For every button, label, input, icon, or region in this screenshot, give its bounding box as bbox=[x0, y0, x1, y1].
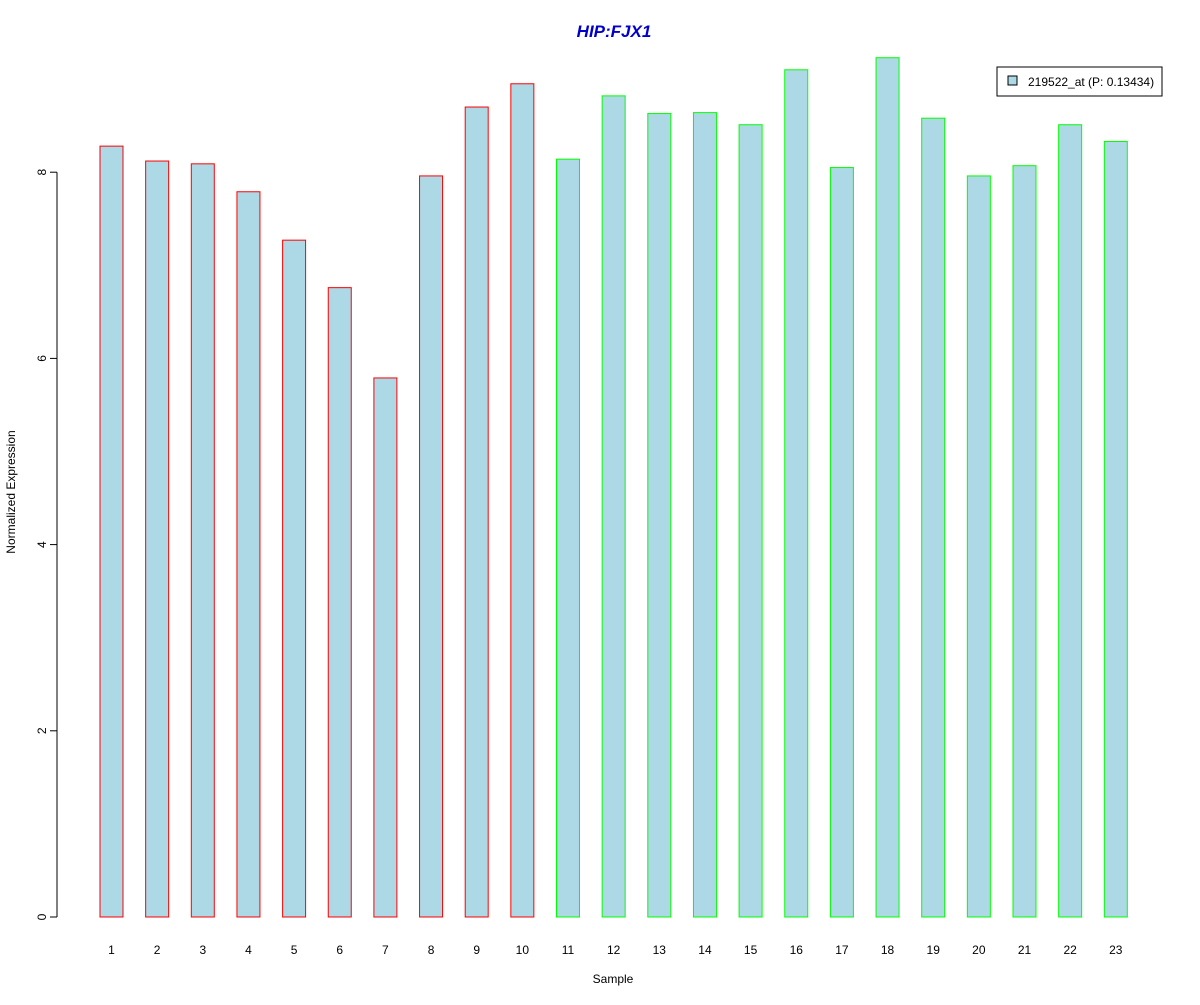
bar-sample-1 bbox=[99, 145, 124, 918]
bar-sample-14 bbox=[692, 112, 717, 918]
bar-sample-21 bbox=[1012, 165, 1037, 918]
x-tick-label: 9 bbox=[473, 943, 480, 957]
bar-sample-9 bbox=[464, 106, 489, 918]
bar-sample-11 bbox=[556, 158, 580, 918]
x-tick-label: 12 bbox=[607, 943, 621, 957]
bar-sample-7 bbox=[373, 377, 398, 918]
bar-sample-16 bbox=[784, 69, 809, 918]
bar-sample-19 bbox=[921, 117, 946, 918]
bar-sample-23 bbox=[1103, 140, 1128, 918]
y-axis-label: Normalized Expression bbox=[4, 430, 18, 553]
bar-sample-22 bbox=[1058, 124, 1083, 918]
x-tick-label: 20 bbox=[972, 943, 986, 957]
x-tick-label: 13 bbox=[653, 943, 667, 957]
bar-sample-10 bbox=[510, 83, 535, 918]
legend-swatch bbox=[1007, 75, 1018, 86]
bar-sample-13 bbox=[647, 113, 672, 918]
bar-sample-2 bbox=[145, 160, 170, 918]
y-axis: 0 2 4 6 8 bbox=[35, 169, 58, 920]
bar-sample-6 bbox=[327, 287, 352, 918]
x-tick-label: 2 bbox=[154, 943, 161, 957]
x-tick-label: 15 bbox=[744, 943, 758, 957]
y-tick-label: 8 bbox=[35, 169, 49, 176]
x-tick-label: 11 bbox=[562, 943, 575, 957]
bar-sample-3 bbox=[190, 163, 215, 918]
x-tick-label: 17 bbox=[835, 943, 849, 957]
x-tick-label: 16 bbox=[790, 943, 804, 957]
y-tick-label: 4 bbox=[35, 541, 49, 548]
chart-title: HIP:FJX1 bbox=[577, 22, 652, 41]
bar-sample-18 bbox=[875, 57, 900, 918]
x-tick-label: 21 bbox=[1018, 943, 1032, 957]
bar-sample-8 bbox=[419, 175, 444, 918]
x-tick-label: 14 bbox=[698, 943, 712, 957]
x-tick-label: 8 bbox=[428, 943, 435, 957]
x-tick-label: 19 bbox=[927, 943, 941, 957]
x-tick-label: 22 bbox=[1063, 943, 1077, 957]
x-tick-label: 3 bbox=[199, 943, 206, 957]
x-tick-label: 1 bbox=[108, 943, 115, 957]
x-tick-label: 23 bbox=[1109, 943, 1123, 957]
y-tick-label: 2 bbox=[35, 727, 49, 734]
legend-box bbox=[996, 66, 1163, 97]
bar-sample-20 bbox=[966, 175, 991, 918]
bar-sample-17 bbox=[829, 167, 854, 918]
x-tick-label: 5 bbox=[291, 943, 298, 957]
bar-sample-12 bbox=[601, 95, 626, 918]
x-tick-label: 7 bbox=[382, 943, 389, 957]
bars-group bbox=[99, 57, 1128, 918]
y-tick-label: 6 bbox=[35, 355, 49, 362]
x-axis: 1 2 3 4 5 6 7 8 9 10 11 12 13 14 15 16 17 18 19 20 21 22 23 bbox=[108, 943, 1123, 957]
bar-sample-4 bbox=[236, 191, 261, 918]
legend: 219522_at (P: 0.13434) bbox=[996, 66, 1163, 97]
bar-sample-5 bbox=[282, 239, 307, 918]
x-tick-label: 10 bbox=[516, 943, 530, 957]
x-tick-label: 4 bbox=[245, 943, 252, 957]
x-tick-label: 6 bbox=[336, 943, 343, 957]
x-axis-label: Sample bbox=[593, 972, 634, 986]
legend-entry-label: 219522_at (P: 0.13434) bbox=[1028, 75, 1154, 89]
bar-sample-15 bbox=[738, 124, 763, 918]
x-tick-label: 18 bbox=[881, 943, 895, 957]
y-tick-label: 0 bbox=[35, 913, 49, 920]
